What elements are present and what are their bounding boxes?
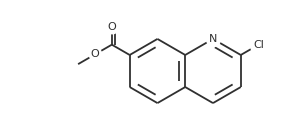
Text: O: O: [107, 23, 116, 32]
Text: O: O: [91, 49, 99, 59]
Text: Cl: Cl: [253, 40, 264, 50]
Text: N: N: [209, 34, 217, 44]
